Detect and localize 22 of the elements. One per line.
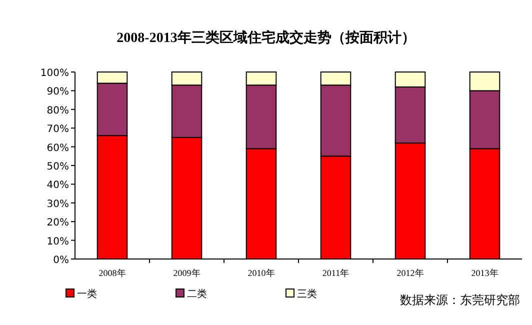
legend-label: 三类 [297,288,317,300]
y-tick-label: 60% [46,142,69,154]
x-tick-label: 2013年 [471,268,498,278]
x-tick-label: 2010年 [248,268,275,278]
y-tick-label: 100% [40,68,69,79]
y-tick-label: 20% [46,218,69,229]
x-tick-label: 2012年 [396,268,424,278]
y-tick-label: 0% [53,255,69,266]
y-tick-label: 50% [46,162,69,172]
legend-label: 二类 [187,288,207,300]
source-note: 数据来源：东莞研究部 [400,293,520,307]
y-tick-label: 70% [46,124,69,136]
y-tick-label: 30% [46,198,69,210]
y-tick-label: 90% [46,86,69,98]
chart-title: 2008-2013年三类区域住宅成交走势（按面积计） [116,29,416,46]
x-tick-label: 2009年 [173,268,200,278]
y-tick-label: 10% [46,236,69,248]
y-tick-label: 80% [46,105,69,116]
y-tick-label: 40% [46,180,69,192]
x-tick-label: 2011年 [322,268,350,278]
x-tick-label: 2008年 [98,268,126,278]
legend-label: 一类 [77,288,97,300]
